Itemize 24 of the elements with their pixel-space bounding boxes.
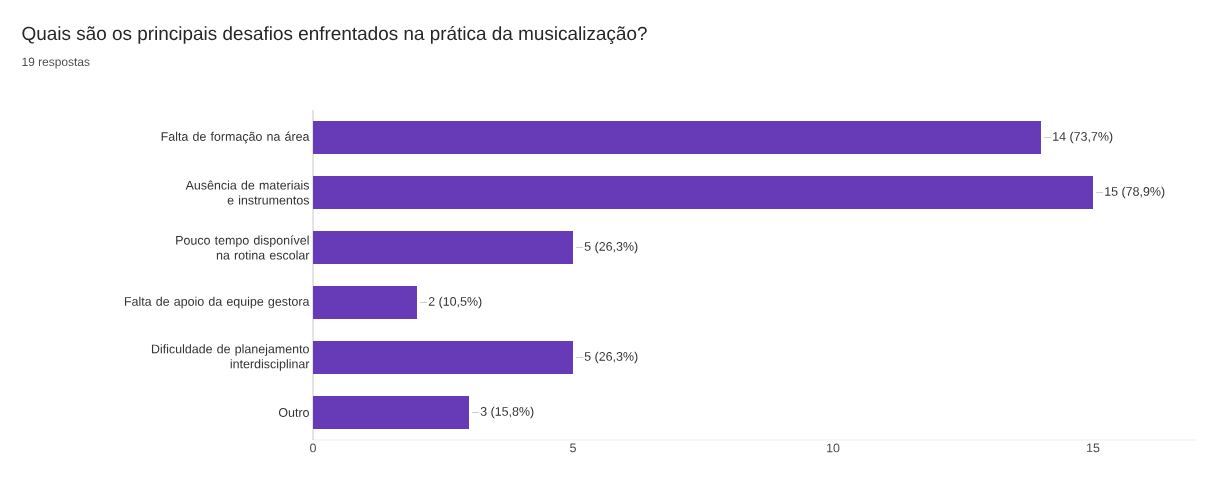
data-label: 14 (73,7%) [1053,131,1113,144]
x-tick-label: 5 [570,443,576,453]
bar [313,340,574,374]
data-label: 2 (10,5%) [428,296,482,309]
text: 19 respostas [22,57,90,69]
x-tick-label: 0 [310,443,316,453]
bar [313,175,1094,209]
bar [313,121,1042,154]
y-tick-label: Falta de apoio da equipe gestora [124,296,310,309]
y-tick-label: Pouco tempo disponível na rotina escolar [176,235,310,260]
data-label: 5 (26,3%) [584,351,638,364]
y-tick-label: Ausência de materiais e instrumentos [185,180,310,205]
y-tick-label: Outro [278,408,309,417]
y-tick-label: Dificuldade de planejamento interdisciplinar [151,344,310,371]
bar [313,395,470,429]
bar [313,230,574,264]
bar [313,285,418,319]
y-tick-label: Falta de formação na área [161,131,310,144]
data-label: 5 (26,3%) [584,241,638,254]
data-label: 15 (78,9%) [1105,186,1165,199]
data-label: 3 (15,8%) [480,406,534,419]
chart-title: Quais são os principais desafios enfrentados na prática da musicalização? [22,26,647,44]
x-tick-label: 15 [1087,443,1100,453]
x-tick-label: 10 [827,443,840,453]
